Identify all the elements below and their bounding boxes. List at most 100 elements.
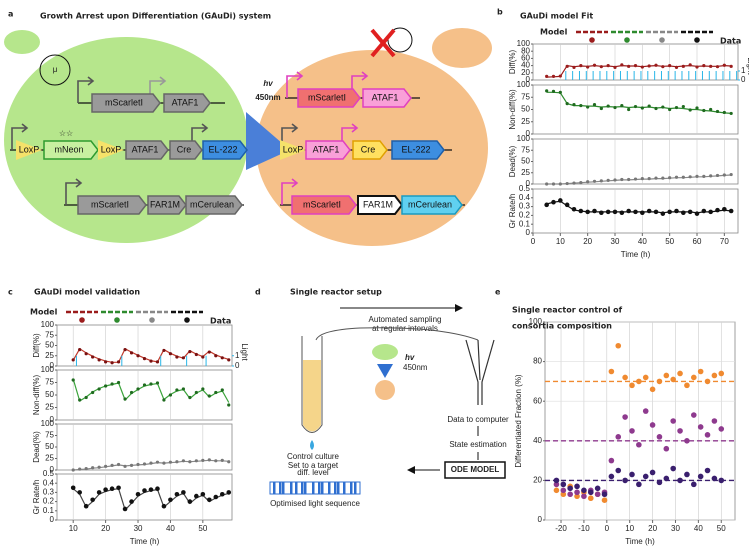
gene-label: mScarletI <box>105 97 143 107</box>
gene-label: mCerulean <box>408 199 452 209</box>
data-point <box>729 172 733 177</box>
y-tick-label: 100 <box>41 365 55 374</box>
data-point <box>553 477 560 484</box>
x-tick-label: 60 <box>693 237 702 246</box>
data-point <box>711 418 718 424</box>
y-tick-label: 25 <box>45 403 54 412</box>
plot-area <box>544 321 736 521</box>
y-tick-label: 50 <box>521 157 530 166</box>
light-sequence <box>269 481 361 495</box>
data-point <box>636 481 642 488</box>
gene-box <box>43 140 99 160</box>
plot-area <box>56 369 233 421</box>
x-tick-label: -20 <box>555 524 567 533</box>
sequence-label: Optimised light sequence <box>270 499 360 508</box>
data-point <box>647 104 651 108</box>
data-point <box>574 483 580 490</box>
legend-dot <box>149 317 155 323</box>
data-point <box>123 397 127 401</box>
x-tick-label: 20 <box>648 524 657 533</box>
data-point <box>668 107 672 112</box>
data-point <box>84 467 88 471</box>
x-tick-label: 50 <box>717 524 726 533</box>
data-point <box>220 458 224 462</box>
x-tick-label: 10 <box>69 524 78 533</box>
gene-label: mScarletI <box>308 92 346 102</box>
data-point <box>123 464 127 468</box>
y-tick-label: 0.5 <box>43 469 55 478</box>
light-arrow <box>246 112 290 170</box>
data-point <box>560 491 567 498</box>
data-point <box>122 506 128 512</box>
cell-bud <box>4 30 40 54</box>
gene-label: Cre <box>177 144 192 154</box>
y-tick-label: 25 <box>521 117 530 126</box>
data-point <box>667 209 672 215</box>
sampler <box>465 339 495 405</box>
data-point <box>586 65 590 69</box>
gene-box <box>147 195 187 215</box>
data-point <box>711 475 718 482</box>
gene-box <box>391 140 445 160</box>
data-point <box>136 462 140 467</box>
gene-label: LoxP <box>283 144 304 154</box>
y-axis-label: Diff(%) <box>32 333 41 358</box>
y-tick-label: 25 <box>521 168 530 177</box>
data-point <box>574 489 580 496</box>
data-point <box>551 199 556 205</box>
y-tick-label: 0.4 <box>519 193 531 202</box>
data-point <box>677 477 683 484</box>
y-tick-label: 100 <box>41 419 55 428</box>
data-point <box>579 181 583 185</box>
data-point <box>594 491 601 498</box>
data-point <box>207 350 211 354</box>
x-axis-label: Time (h) <box>130 537 160 546</box>
data-point <box>181 490 186 495</box>
data-point <box>615 434 622 440</box>
y-tick-label: 0.3 <box>519 202 531 211</box>
data-point <box>708 209 713 215</box>
y-tick-label: 100 <box>517 80 531 89</box>
data-point <box>674 208 679 214</box>
data-point <box>201 458 205 462</box>
data-point <box>142 462 147 466</box>
data-point <box>579 103 583 108</box>
data-point <box>722 110 726 115</box>
data-point <box>668 176 672 180</box>
panel-letter: a <box>8 10 13 19</box>
data-point <box>181 387 185 391</box>
gene-box <box>297 88 361 108</box>
data-point <box>572 103 576 107</box>
data-point <box>722 63 726 67</box>
data-point <box>613 105 617 110</box>
gene-label: ATAF1 <box>313 144 340 154</box>
data-point <box>91 390 95 395</box>
data-point <box>551 182 556 186</box>
model-label: ODE MODEL <box>451 465 500 474</box>
data-point <box>84 395 88 400</box>
data-point <box>571 206 577 212</box>
y-tick-label: 50 <box>45 390 54 399</box>
data-point <box>187 499 193 504</box>
data-point <box>181 356 185 360</box>
y-tick-label: 0.1 <box>43 506 55 515</box>
data-point <box>663 372 670 379</box>
data-point <box>207 394 211 398</box>
data-point <box>175 460 179 464</box>
gene-label: LoxP <box>101 144 122 154</box>
legend-dot <box>589 37 595 43</box>
y-tick-label: 80 <box>521 46 530 55</box>
data-point <box>77 490 82 495</box>
data-point <box>544 202 549 208</box>
x-tick-label: 70 <box>720 237 729 246</box>
data-point <box>592 63 597 67</box>
data-point <box>551 74 556 78</box>
data-point <box>586 180 590 184</box>
plot-area <box>532 43 739 81</box>
y-tick-label: 0 <box>526 228 531 237</box>
data-point <box>728 208 734 214</box>
data-point <box>70 485 76 491</box>
data-point <box>579 64 583 68</box>
data-point <box>168 393 173 397</box>
arrowhead <box>455 304 463 312</box>
